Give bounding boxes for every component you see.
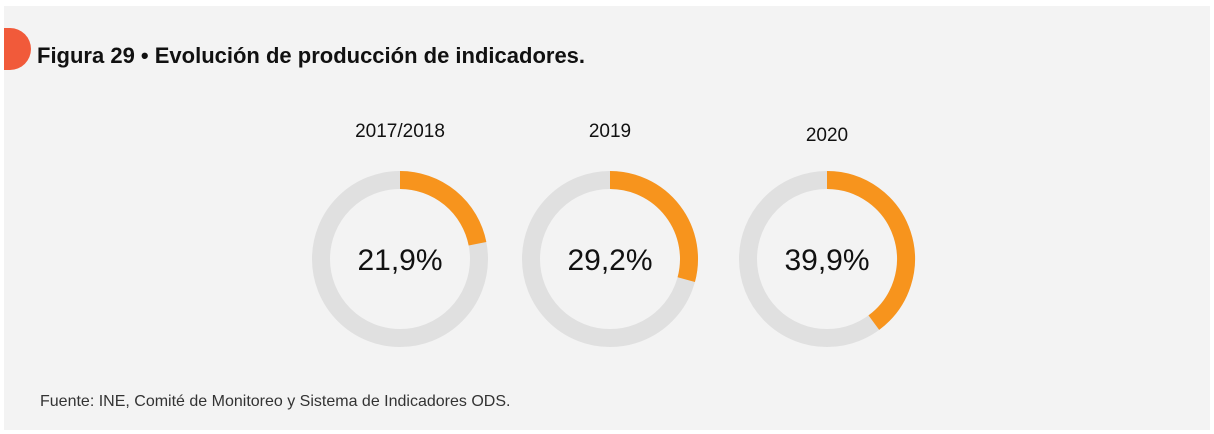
accent-bar: [4, 28, 10, 70]
donut-title: 2017/2018: [355, 121, 445, 142]
donut-arc: [399, 171, 487, 246]
source-note: Fuente: INE, Comité de Monitoreo y Siste…: [40, 393, 510, 410]
accent: [10, 28, 31, 70]
donut-value-label: 29,2%: [567, 244, 652, 277]
donut-title: 2019: [589, 121, 631, 142]
panel: [4, 6, 1210, 430]
donut-title: 2020: [806, 125, 848, 146]
donut-value-label: 21,9%: [357, 244, 442, 277]
figure-title: Figura 29 • Evolución de producción de i…: [37, 43, 585, 68]
donut-arc: [826, 171, 915, 330]
donut-value-label: 39,9%: [784, 244, 869, 277]
donut-arc: [609, 171, 698, 282]
